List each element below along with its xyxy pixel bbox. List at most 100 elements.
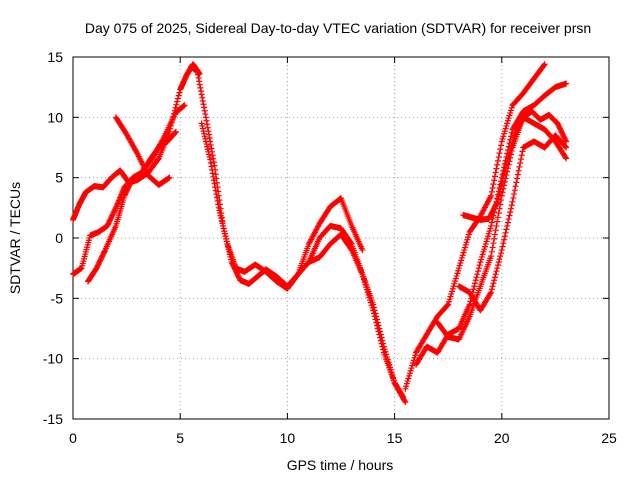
data-point-sample [472, 280, 478, 287]
data-point-sample [209, 152, 216, 159]
data-point-sample [498, 197, 505, 204]
data-point-sample [507, 205, 514, 212]
data-point-sample [173, 101, 180, 108]
data-point-sample [112, 224, 119, 231]
data-point-sample [376, 325, 383, 332]
data-point-sample [377, 328, 384, 335]
data-point-sample [561, 152, 568, 159]
data-point-sample [369, 299, 376, 306]
data-point-sample [210, 159, 217, 166]
x-tick-label: 0 [69, 430, 77, 446]
data-point-sample [412, 352, 419, 359]
data-point-sample [503, 226, 510, 233]
data-point-sample [488, 286, 495, 293]
satellite-track-7 [305, 231, 409, 406]
data-point-sample [490, 280, 497, 287]
data-point-sample [512, 183, 519, 190]
data-point-sample [495, 153, 502, 160]
data-point-sample [203, 117, 210, 124]
data-point-sample [390, 377, 397, 384]
data-point-sample [501, 236, 508, 243]
data-point-sample [194, 71, 201, 78]
data-point-sample [495, 210, 502, 217]
y-tick-label: 5 [55, 170, 63, 186]
data-point-sample [132, 147, 139, 154]
satellite-track-10 [434, 114, 570, 343]
data-point-sample [504, 222, 511, 229]
data-point-sample [199, 94, 206, 101]
data-point-sample [491, 177, 498, 184]
data-point-sample [199, 97, 206, 104]
data-point-sample [506, 212, 513, 219]
data-point-sample [475, 268, 482, 275]
data-point-sample [561, 135, 568, 142]
data-point-sample [204, 121, 211, 128]
chart-title: Day 075 of 2025, Sidereal Day-to-day VTE… [85, 20, 591, 36]
data-point-sample [373, 316, 380, 323]
data-point-sample [207, 141, 214, 148]
data-point-sample [511, 191, 518, 198]
data-point-sample [487, 290, 494, 297]
data-point-sample [209, 170, 216, 177]
data-point-sample [208, 163, 215, 170]
data-point-sample [100, 249, 107, 256]
data-point-sample [195, 75, 202, 82]
data-point-sample [371, 307, 378, 314]
data-point-sample [347, 220, 354, 227]
data-point-sample [492, 169, 499, 176]
data-point-sample [473, 274, 480, 281]
data-point-sample [374, 319, 381, 326]
data-point-sample [494, 157, 501, 164]
data-point [509, 198, 516, 205]
data-point-sample [499, 243, 506, 250]
data-point-sample [514, 175, 521, 182]
data-point-sample [498, 142, 505, 149]
data-point-sample [515, 167, 522, 174]
data-point-sample [92, 267, 99, 274]
data-point-sample [171, 130, 178, 137]
data-point-sample [493, 200, 500, 207]
data-point-sample [176, 89, 183, 96]
data-point-sample [494, 262, 501, 269]
y-tick-label: -5 [51, 290, 64, 306]
data-point-sample [491, 277, 498, 284]
satellite-track-12 [460, 108, 570, 223]
data-point-sample [443, 303, 450, 310]
data-point-sample [210, 177, 217, 184]
data-point-sample [492, 227, 499, 234]
data-point-sample [490, 240, 497, 247]
data-point-sample [511, 187, 518, 194]
data-point-sample [174, 98, 181, 105]
data-point-sample [165, 175, 172, 182]
x-axis-label: GPS time / hours [287, 457, 394, 473]
data-point-sample [202, 111, 209, 118]
data-point-sample [200, 101, 207, 108]
data-point-sample [489, 244, 496, 251]
data-point-sample [488, 248, 495, 255]
data-point-sample [491, 231, 498, 238]
data-point-sample [455, 267, 462, 274]
x-tick-label: 20 [494, 430, 510, 446]
data-point-sample [206, 135, 213, 142]
data-point-sample [513, 179, 520, 186]
data-point-sample [111, 207, 118, 214]
satellite-track-11 [455, 132, 570, 314]
data-point-sample [379, 337, 386, 344]
data-point-sample [490, 181, 497, 188]
data-point-sample [517, 156, 524, 163]
data-point-sample [494, 214, 501, 221]
satellite-track-6 [198, 120, 407, 401]
x-tick-label: 5 [176, 430, 184, 446]
data-point-sample [305, 243, 312, 250]
data-point-sample [380, 340, 387, 347]
data-point-sample [201, 107, 208, 114]
data-point-sample [494, 265, 501, 272]
data-point [211, 162, 218, 169]
data-point-sample [122, 128, 129, 135]
data-point-sample [211, 180, 218, 187]
data-point-sample [370, 304, 377, 311]
data-point-sample [489, 283, 496, 290]
data-point-sample [491, 274, 498, 281]
data-point-sample [372, 310, 379, 317]
x-tick-label: 25 [601, 430, 617, 446]
